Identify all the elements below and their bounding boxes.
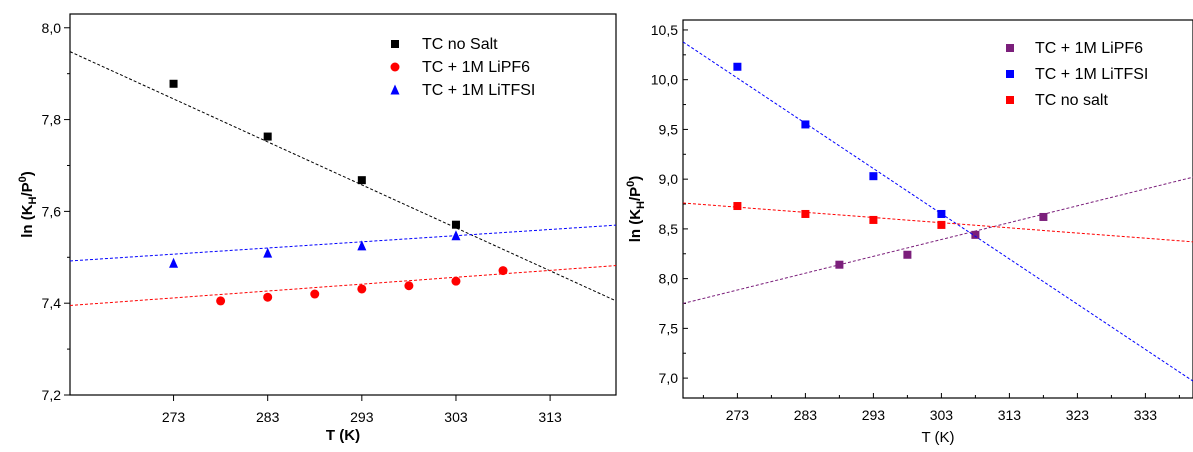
x-tick-label: 313 [538, 409, 562, 425]
legend-marker [390, 62, 400, 72]
data-point [869, 172, 878, 181]
y-tick-label: 9,5 [659, 121, 679, 137]
legend-label: TC + 1M LiTFSI [422, 82, 535, 99]
fit-line [70, 265, 616, 306]
y-tick-label: 8,0 [42, 20, 62, 36]
legend-marker [390, 84, 400, 95]
data-point [1039, 212, 1048, 221]
x-tick-label: 273 [726, 407, 750, 423]
chart-1: 273 283 293 303 313 7,2 7,4 7,6 7,8 8,0 T (K) ln (K… [17, 13, 617, 444]
x-tick-label: 303 [930, 407, 954, 423]
legend-label: TC no Salt [422, 36, 498, 53]
data-point [903, 250, 912, 259]
y-tick-label: 10,5 [651, 22, 678, 38]
series-3 [683, 202, 1193, 243]
fit-line [70, 51, 616, 302]
legend-marker [1006, 44, 1014, 52]
data-point [733, 62, 742, 71]
data-point [971, 230, 980, 239]
y-tick-label: 8,5 [659, 221, 679, 237]
data-point [498, 266, 508, 276]
data-point [869, 215, 878, 224]
series-2 [70, 265, 616, 306]
series-1 [70, 51, 616, 302]
legend-marker [1006, 70, 1014, 78]
y-tick-label: 7,0 [659, 370, 679, 386]
y-tick-label: 7,6 [42, 203, 62, 219]
plot-frame [69, 13, 617, 396]
data-point [310, 289, 320, 299]
y-tick-label: 7,8 [42, 112, 62, 128]
y-axis-label: ln (KH/P0) [625, 176, 647, 243]
y-tick-label: 8,0 [659, 271, 679, 287]
x-tick-label: 333 [1134, 407, 1158, 423]
legend-marker [391, 40, 399, 48]
x-tick-label: 313 [998, 407, 1022, 423]
data-point [216, 296, 226, 306]
data-point [357, 176, 366, 185]
y-tick-label: 7,5 [659, 320, 679, 336]
x-tick-label: 293 [862, 407, 886, 423]
fit-line [683, 176, 1193, 304]
data-point [801, 209, 810, 218]
data-point [451, 276, 461, 286]
y-tick-label: 10,0 [651, 72, 678, 88]
y-tick-label: 7,2 [42, 387, 62, 403]
series-3 [70, 224, 616, 268]
x-axis-label: T (K) [921, 429, 954, 446]
x-tick-label: 293 [350, 409, 374, 425]
plot-frame [682, 19, 1193, 399]
data-point [835, 260, 844, 269]
y-tick-label: 9,0 [659, 171, 679, 187]
chart-2: 273 283 293 303 313 323 333 7,0 7,5 8,0 8,5 9,0 9,5 1… [625, 19, 1193, 446]
legend-label: TC + 1M LiPF6 [422, 59, 530, 76]
legend-label: TC + 1M LiTFSI [1035, 66, 1148, 83]
data-point [169, 79, 178, 88]
legend-label: TC no salt [1035, 92, 1108, 109]
fit-line [70, 224, 616, 262]
data-point [451, 220, 460, 229]
data-point [937, 209, 946, 218]
data-point [451, 230, 461, 241]
y-tick-label: 7,4 [42, 295, 62, 311]
data-point [357, 240, 367, 251]
data-point [357, 284, 367, 294]
data-point [263, 292, 273, 302]
x-tick-label: 283 [794, 407, 818, 423]
y-axis-label: ln (KH/P0) [17, 171, 39, 238]
series-1 [683, 176, 1193, 304]
x-tick-label: 323 [1066, 407, 1090, 423]
data-point [263, 247, 273, 258]
series-2 [683, 41, 1193, 382]
legend-label: TC + 1M LiPF6 [1035, 40, 1143, 57]
data-point [404, 281, 414, 291]
data-point [733, 202, 742, 211]
legend-marker [1006, 96, 1014, 104]
x-tick-label: 273 [162, 409, 186, 425]
data-point [801, 120, 810, 129]
data-point [169, 257, 179, 268]
x-tick-label: 283 [256, 409, 280, 425]
x-tick-label: 303 [444, 409, 468, 425]
data-point [263, 132, 272, 141]
data-point [937, 220, 946, 229]
x-axis-label: T (K) [326, 427, 360, 444]
